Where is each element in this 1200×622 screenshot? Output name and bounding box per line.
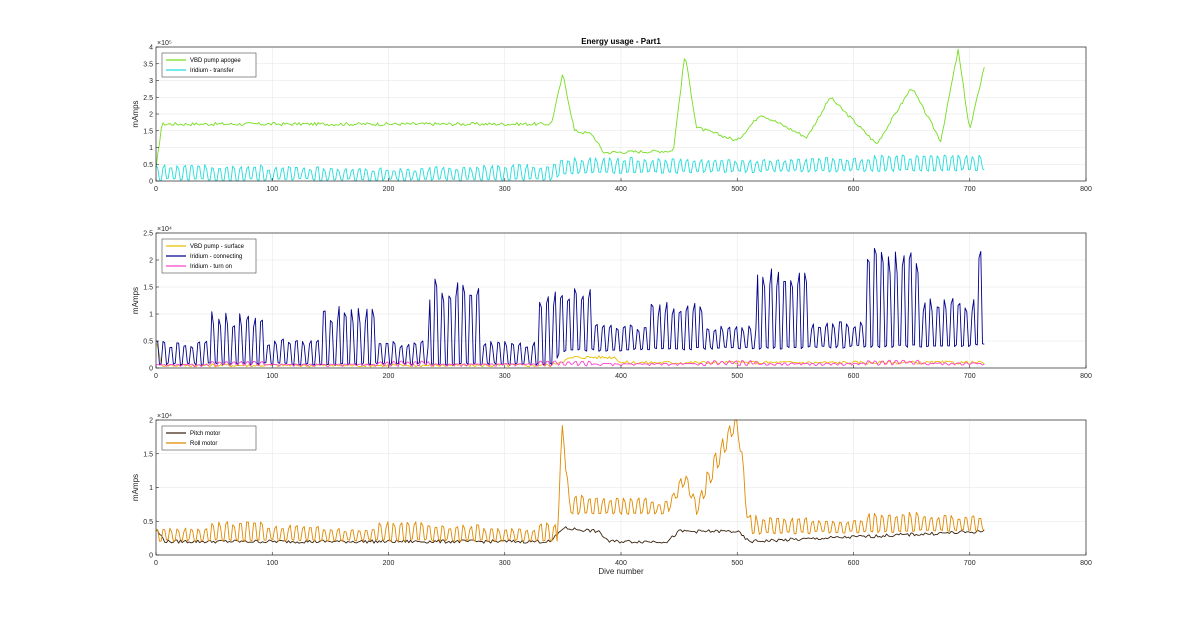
subplots: 0 100 200 300 400 500 600 700 80000.511.522.533.… <box>131 40 1092 567</box>
legend-label-1: Pitch motor <box>190 431 220 437</box>
x-axis-label: Dive number <box>598 567 644 576</box>
legend: Pitch motor Roll motor <box>161 425 257 451</box>
series-line-2 <box>155 247 985 366</box>
x-tick-label: 800 <box>1080 560 1092 567</box>
x-tick-label: 0 <box>154 373 158 380</box>
x-tick-label: 200 <box>383 186 395 193</box>
y-axis-label: mAmps <box>131 474 140 501</box>
y-axis-label: mAmps <box>131 287 140 314</box>
x-tick-label: 100 <box>266 186 278 193</box>
series-line-1 <box>155 526 985 544</box>
x-tick-label: 100 <box>266 560 278 567</box>
y-tick-label: 1 <box>149 485 153 492</box>
y-tick-label: 0 <box>149 366 153 373</box>
legend-label-2: Iridium - connecting <box>190 254 242 260</box>
x-tick-label: 600 <box>848 560 860 567</box>
y-tick-label: 0 <box>149 553 153 560</box>
x-tick-label: 400 <box>615 186 627 193</box>
y-tick-label: 4 <box>149 45 153 52</box>
y-tick-label: 1.5 <box>143 451 153 458</box>
y-tick-label: 2 <box>149 258 153 265</box>
x-tick-label: 300 <box>499 373 511 380</box>
x-tick-label: 100 <box>266 373 278 380</box>
y-tick-label: 1 <box>149 312 153 319</box>
x-tick-label: 700 <box>964 373 976 380</box>
x-tick-label: 700 <box>964 186 976 193</box>
y-axis-label: mAmps <box>131 100 140 127</box>
subplot-3: 0 100 200 300 400 500 600 700 800 0 0.5 1 1.5 2 ×10⁴ mA… <box>131 413 1092 567</box>
x-tick-label: 800 <box>1080 186 1092 193</box>
x-tick-label: 0 <box>154 186 158 193</box>
legend-label-3: Iridium - turn on <box>190 264 232 270</box>
legend-label-1: VBD pump - surface <box>190 244 245 250</box>
y-tick-label: 1 <box>149 145 153 152</box>
x-tick-label: 500 <box>731 560 743 567</box>
legend: VBD pump - surface Iridium - connecting Ir… <box>161 238 257 274</box>
y-tick-label: 2 <box>149 418 153 425</box>
x-tick-label: 500 <box>731 373 743 380</box>
y-tick-label: 0.5 <box>143 162 153 169</box>
x-tick-label: 600 <box>848 373 860 380</box>
y-exponent-label: ×10⁵ <box>157 40 172 47</box>
x-tick-label: 600 <box>848 186 860 193</box>
x-tick-label: 800 <box>1080 373 1092 380</box>
legend-box <box>161 52 257 78</box>
series-line-2 <box>155 154 985 182</box>
main-title-group: Energy usage - Part1 <box>581 37 661 46</box>
x-tick-label: 300 <box>499 560 511 567</box>
series-line-1 <box>155 48 985 169</box>
x-tick-label: 400 <box>615 373 627 380</box>
y-tick-label: 1.5 <box>143 128 153 135</box>
y-tick-label: 2 <box>149 112 153 119</box>
y-tick-label: 0.5 <box>143 519 153 526</box>
y-tick-label: 3 <box>149 78 153 85</box>
legend-label-1: VBD pump apogee <box>190 58 241 64</box>
series-line-2 <box>155 419 985 542</box>
x-tick-label: 400 <box>615 560 627 567</box>
legend: VBD pump apogee Iridium - transfer <box>161 52 257 78</box>
subplot-2: 0 100 200 300 400 500 600 700 800 0 0.5 1 1.5 2 2.5 ×10… <box>131 226 1092 380</box>
x-tick-label: 500 <box>731 186 743 193</box>
y-tick-label: 1.5 <box>143 285 153 292</box>
y-tick-label: 0 <box>149 179 153 186</box>
y-tick-label: 0.5 <box>143 339 153 346</box>
y-tick-label: 3.5 <box>143 61 153 68</box>
x-tick-label: 0 <box>154 560 158 567</box>
series-line-3 <box>155 359 985 368</box>
y-exponent-label: ×10⁴ <box>157 226 172 233</box>
y-tick-label: 2.5 <box>143 95 153 102</box>
x-tick-label: 200 <box>383 373 395 380</box>
x-tick-label: 300 <box>499 186 511 193</box>
legend-label-2: Iridium - transfer <box>190 68 234 74</box>
x-tick-label: 200 <box>383 560 395 567</box>
y-exponent-label: ×10⁴ <box>157 413 172 420</box>
x-tick-label: 700 <box>964 560 976 567</box>
legend-label-2: Roll motor <box>190 441 217 447</box>
legend-box <box>161 425 257 451</box>
chart-title: Energy usage - Part1 <box>581 37 661 46</box>
y-tick-label: 2.5 <box>143 231 153 238</box>
subplot-1: 0 100 200 300 400 500 600 700 800 0 0.5 1 1.5 2 2.5 3 3.… <box>131 40 1092 193</box>
